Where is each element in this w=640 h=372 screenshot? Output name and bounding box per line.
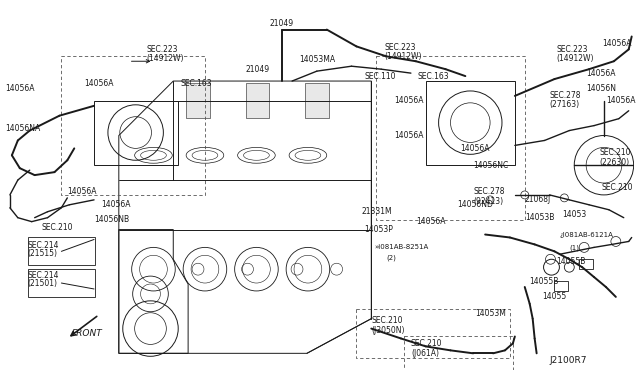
Text: SEC.278: SEC.278 — [473, 187, 505, 196]
Text: 14056A: 14056A — [602, 39, 632, 48]
Text: SEC.210: SEC.210 — [371, 316, 403, 325]
Text: (14912W): (14912W) — [556, 54, 594, 63]
Bar — [186, 83, 210, 118]
Bar — [554, 281, 568, 291]
Text: SEC.210: SEC.210 — [411, 339, 442, 348]
Text: SEC.210: SEC.210 — [599, 148, 630, 157]
Text: (92413): (92413) — [473, 197, 504, 206]
Text: 14056A: 14056A — [101, 200, 131, 209]
Text: 21331M: 21331M — [362, 207, 392, 216]
Text: SEC.223: SEC.223 — [384, 43, 415, 52]
Text: J2100R7: J2100R7 — [550, 356, 587, 365]
Text: 14056A: 14056A — [394, 131, 424, 140]
Text: SEC.214: SEC.214 — [28, 270, 60, 280]
Text: 14053M: 14053M — [476, 309, 506, 318]
Text: 14055B: 14055B — [556, 257, 586, 266]
Text: 14053: 14053 — [563, 210, 587, 219]
Text: 14056NB: 14056NB — [94, 215, 129, 224]
Text: (14912W): (14912W) — [147, 54, 184, 63]
Text: (2): (2) — [386, 254, 396, 260]
Text: 14056A: 14056A — [67, 187, 97, 196]
Text: ¿l081AB-6121A: ¿l081AB-6121A — [559, 231, 613, 237]
Text: 14056N: 14056N — [586, 84, 616, 93]
Text: (21501): (21501) — [28, 279, 58, 288]
Bar — [246, 83, 269, 118]
Text: 14056ND: 14056ND — [458, 200, 493, 209]
Text: 14053B: 14053B — [525, 213, 554, 222]
Text: SEC.223: SEC.223 — [147, 45, 178, 54]
Bar — [305, 83, 329, 118]
Text: (14912W): (14912W) — [384, 52, 422, 61]
Text: 14055B: 14055B — [530, 276, 559, 286]
Text: (21515): (21515) — [28, 249, 58, 258]
Text: SEC.110: SEC.110 — [364, 71, 396, 81]
Text: 14053MA: 14053MA — [299, 55, 335, 64]
Text: 14056A: 14056A — [586, 68, 616, 78]
Text: 14056NC: 14056NC — [473, 161, 509, 170]
Bar — [356, 309, 510, 358]
Text: SEC.214: SEC.214 — [28, 241, 60, 250]
Bar — [579, 259, 593, 269]
Bar — [28, 237, 95, 265]
Text: 14056A: 14056A — [416, 217, 445, 226]
Text: 14056NA: 14056NA — [5, 124, 40, 133]
Text: 14056A: 14056A — [460, 144, 490, 153]
Text: 21068J: 21068J — [525, 195, 551, 204]
Text: SEC.210: SEC.210 — [602, 183, 634, 192]
Text: 21049: 21049 — [246, 65, 269, 74]
Text: SEC.210: SEC.210 — [42, 223, 73, 232]
Text: (27163): (27163) — [550, 100, 580, 109]
Text: SEC.163: SEC.163 — [180, 78, 212, 87]
Text: FRONT: FRONT — [71, 329, 102, 338]
Text: 21049: 21049 — [269, 19, 293, 28]
Text: »i081AB-8251A: »i081AB-8251A — [374, 244, 429, 250]
Text: (22630): (22630) — [599, 158, 629, 167]
Bar — [28, 269, 95, 297]
Text: (J061A): (J061A) — [411, 349, 439, 358]
Text: (1): (1) — [570, 244, 579, 251]
Text: SEC.223: SEC.223 — [556, 45, 588, 54]
Text: (J3050N): (J3050N) — [371, 326, 404, 335]
Text: 14056A: 14056A — [84, 78, 114, 87]
Text: 14056A: 14056A — [5, 84, 35, 93]
Bar — [61, 56, 205, 195]
Text: SEC.278: SEC.278 — [550, 92, 581, 100]
Text: 14055: 14055 — [543, 292, 567, 301]
Text: SEC.163: SEC.163 — [418, 71, 449, 81]
Text: 14056A: 14056A — [394, 96, 424, 105]
Bar — [376, 56, 525, 219]
Text: 14056A: 14056A — [606, 96, 636, 105]
Bar — [404, 337, 513, 371]
Text: 14053P: 14053P — [364, 225, 393, 234]
